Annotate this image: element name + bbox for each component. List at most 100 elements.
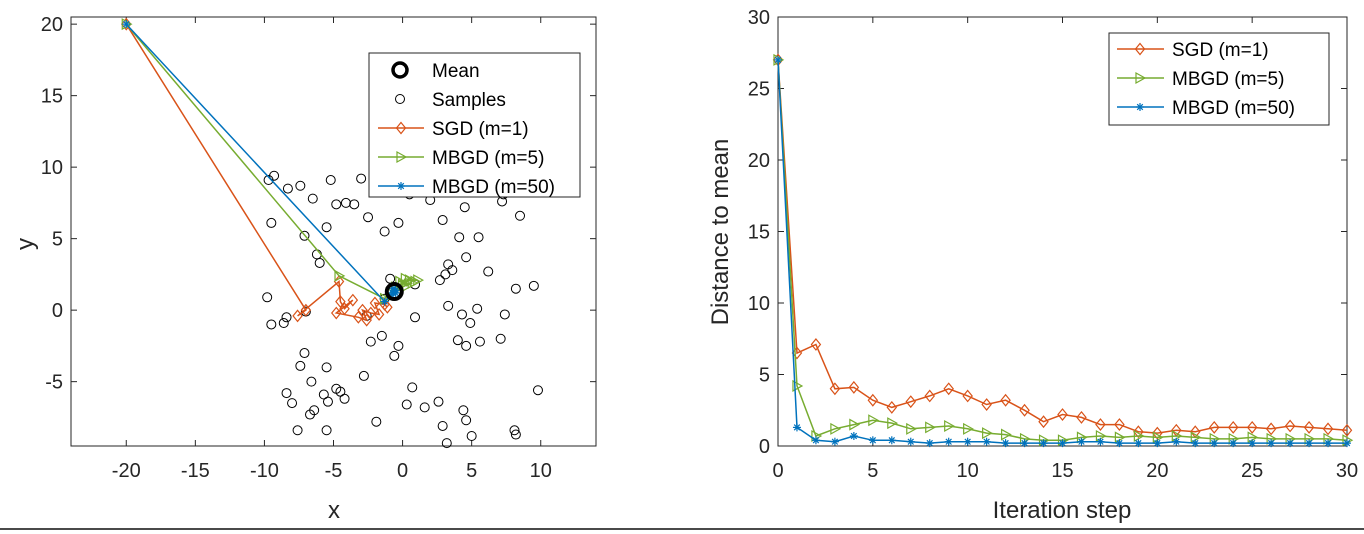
- series-marker: [339, 302, 350, 316]
- sample-point: [532, 385, 543, 396]
- series-marker: [1153, 439, 1162, 448]
- series-marker: [330, 306, 342, 320]
- series-marker: [1341, 423, 1353, 437]
- x-tick-label: 15: [1051, 460, 1073, 482]
- tick-group: 0 5 10 15 20 25 30 0 5 10 15 20 25 30: [748, 7, 1358, 482]
- legend-item-mean: Mean: [432, 61, 480, 82]
- y-tick-label: 5: [759, 365, 770, 387]
- sample-point: [461, 415, 472, 426]
- series-marker: [404, 274, 416, 287]
- tick-group: -20 -15 -10 -5 0 5 10 -5 0 5 10 15 20: [41, 14, 596, 482]
- series-marker: [811, 436, 820, 445]
- series-marker: [391, 288, 400, 297]
- sample-point: [262, 292, 273, 303]
- series-marker: [924, 389, 936, 403]
- sample-point: [363, 212, 374, 223]
- series-marker: [774, 55, 782, 64]
- sample-point: [437, 420, 448, 431]
- y-tick-label: 0: [52, 300, 63, 322]
- series-marker: [410, 275, 422, 288]
- series-marker: [982, 427, 993, 440]
- series-marker: [982, 437, 991, 446]
- series-marker: [792, 423, 801, 432]
- series-marker: [868, 414, 880, 427]
- y-axis-label: Distance to mean: [707, 139, 734, 326]
- series-marker: [867, 393, 879, 407]
- series-marker: [791, 346, 803, 360]
- legend-marker: [395, 121, 407, 135]
- x-tick-label: -15: [181, 460, 210, 482]
- legend-mean-symbol: [391, 61, 409, 79]
- sample-point: [299, 230, 310, 241]
- legend-box: [1108, 32, 1330, 126]
- series-marker: [1172, 437, 1181, 446]
- x-tick-label: 10: [530, 460, 552, 482]
- sample-point: [509, 425, 520, 436]
- series-marker: [347, 293, 359, 307]
- sample-point: [461, 340, 472, 351]
- y-tick-label: 0: [759, 436, 770, 458]
- sample-point: [325, 175, 336, 186]
- series-marker: [830, 422, 842, 435]
- scatter-chart: -20 -15 -10 -5 0 5 10 -5 0 5 10 15 20 x y Mean Sampl…: [12, 14, 597, 524]
- series-marker: [849, 418, 861, 431]
- series-marker: [943, 382, 954, 396]
- legend-marker: [1135, 71, 1147, 85]
- series-marker: [1343, 439, 1351, 448]
- sample-point: [321, 425, 332, 436]
- x-axis-label: x: [328, 497, 340, 524]
- series-marker: [1114, 418, 1125, 431]
- sample-point: [528, 280, 539, 291]
- series-marker: [1229, 439, 1238, 448]
- sample-point: [295, 360, 306, 371]
- legend: SGD (m=1) MBGD (m=5) MBGD (m=50): [1108, 32, 1330, 126]
- series-marker: [1208, 420, 1220, 434]
- x-tick-label: 25: [1241, 460, 1263, 482]
- series-marker: [906, 422, 918, 435]
- y-tick-label: -5: [45, 372, 63, 394]
- sample-point: [393, 217, 404, 228]
- series-marker: [300, 303, 312, 317]
- series-marker: [887, 436, 896, 445]
- sample-point: [483, 266, 494, 277]
- series-marker: [402, 279, 413, 292]
- series-marker: [395, 275, 407, 288]
- sample-point: [510, 429, 521, 440]
- series-marker: [1038, 415, 1049, 429]
- series-marker: [1324, 439, 1333, 448]
- sample-point: [474, 336, 485, 347]
- series-marker: [906, 437, 915, 446]
- sample-point: [305, 409, 316, 420]
- x-axis-label: Iteration step: [993, 497, 1132, 524]
- series-marker: [868, 436, 877, 445]
- legend-samples-symbol: [395, 94, 405, 104]
- series-marker: [848, 380, 860, 394]
- sample-point: [495, 333, 506, 344]
- y-tick-label: 15: [41, 86, 63, 108]
- series-marker: [925, 439, 934, 448]
- series-marker: [1019, 403, 1030, 417]
- y-tick-label: 5: [52, 229, 63, 251]
- sample-point: [331, 199, 342, 210]
- mean-group: [384, 282, 404, 302]
- series-marker: [849, 431, 858, 440]
- series-marker: [1115, 439, 1124, 448]
- x-tick-label: 10: [957, 460, 979, 482]
- sample-point: [321, 362, 332, 373]
- legend: Mean Samples SGD (m=1) MBGD (m=5) MBGD (…: [368, 52, 581, 198]
- sample-point: [443, 300, 454, 311]
- series-marker: [1076, 410, 1087, 424]
- series-marker: [944, 437, 953, 446]
- sample-point: [466, 430, 477, 441]
- series-marker: [1134, 439, 1143, 448]
- sample-point: [465, 318, 476, 329]
- sample-point: [393, 340, 404, 351]
- y-tick-label: 20: [41, 14, 63, 36]
- sample-point: [407, 382, 418, 393]
- series-marker: [963, 422, 974, 435]
- series-marker: [1265, 422, 1277, 436]
- sample-point: [472, 303, 483, 314]
- series-marker: [1001, 439, 1010, 448]
- sample-point: [358, 370, 369, 381]
